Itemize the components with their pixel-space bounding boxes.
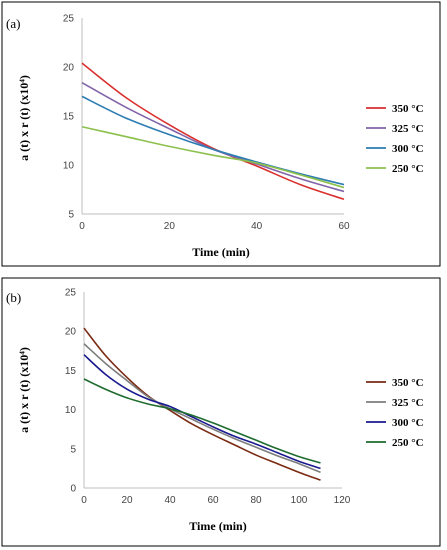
panel-a-x-tick-label: 20 bbox=[164, 221, 176, 232]
panel-a-series-line-350 bbox=[81, 62, 345, 201]
panel-b-series-line-350 bbox=[83, 327, 321, 481]
panel-b-x-axis-title: Time (min) bbox=[189, 519, 246, 533]
panel-b-y-tick-label: 25 bbox=[65, 288, 77, 299]
panel-a-label: (a) bbox=[6, 16, 20, 31]
panel-a-series-line-250 bbox=[81, 125, 345, 189]
panel-a-plot-area: 5 10 15 20 25 0 20 40 60 bbox=[63, 14, 350, 233]
panel-b-x-tick-label: 40 bbox=[164, 495, 176, 506]
panel-b-legend-label-325: 325 °C bbox=[392, 397, 424, 409]
panel-a-series-line-300 bbox=[81, 95, 345, 186]
panel-b-series-line-325 bbox=[83, 343, 321, 474]
chart-panel-b: (b) a (t) x r (t) (x10⁴) Time (min) 0 5 10… bbox=[1, 277, 441, 547]
panel-b-legend-label-250: 250 °C bbox=[392, 437, 424, 449]
panel-b-y-tick-label: 10 bbox=[65, 405, 77, 416]
panel-a-x-tick-label: 0 bbox=[79, 221, 85, 232]
panel-b-x-tick-label: 80 bbox=[250, 495, 262, 506]
panel-a-y-tick-label: 15 bbox=[63, 112, 75, 123]
panel-a-legend-label-250: 250 °C bbox=[392, 163, 424, 175]
panel-b-y-axis-title: a (t) x r (t) (x10⁴) bbox=[17, 347, 31, 433]
chart-panel-a: (a) a (t) x r (t) (x10⁴) Time (min) 5 10 1… bbox=[1, 1, 441, 267]
panel-b-series-line-300 bbox=[83, 354, 321, 470]
panel-b-x-tick-label: 100 bbox=[291, 495, 308, 506]
panel-a-frame bbox=[1, 1, 441, 267]
panel-b-x-tick-label: 120 bbox=[334, 495, 351, 506]
panel-b-series-line-250 bbox=[83, 378, 321, 464]
panel-a-y-tick-label: 10 bbox=[63, 161, 75, 172]
panel-a-legend: 350 °C 325 °C 300 °C 250 °C bbox=[366, 103, 424, 175]
panel-b-legend: 350 °C 325 °C 300 °C 250 °C bbox=[366, 377, 424, 449]
panel-a-y-tick-label: 20 bbox=[63, 63, 75, 74]
panel-b-plot-area: 0 5 10 15 20 25 0 20 40 60 80 100 120 bbox=[65, 288, 351, 507]
panel-b-x-tick-label: 0 bbox=[81, 495, 87, 506]
panel-b-y-tick-label: 5 bbox=[70, 444, 76, 455]
panel-b-frame bbox=[1, 277, 441, 547]
panel-b-legend-label-300: 300 °C bbox=[392, 417, 424, 429]
panel-a-y-axis-title: a (t) x r (t) (x10⁴) bbox=[17, 75, 31, 161]
panel-b-x-tick-label: 60 bbox=[207, 495, 219, 506]
panel-a-y-tick-label: 5 bbox=[68, 210, 74, 221]
panel-b-y-tick-label: 20 bbox=[65, 327, 77, 338]
panel-b-y-tick-label: 0 bbox=[70, 484, 76, 495]
panel-b-label: (b) bbox=[6, 290, 21, 305]
panel-a-legend-label-300: 300 °C bbox=[392, 143, 424, 155]
panel-a-x-tick-label: 40 bbox=[251, 221, 263, 232]
panel-a-legend-label-325: 325 °C bbox=[392, 123, 424, 135]
panel-a-x-tick-label: 60 bbox=[338, 221, 350, 232]
panel-a-x-axis-title: Time (min) bbox=[192, 245, 249, 259]
panel-a-y-tick-label: 25 bbox=[63, 14, 75, 25]
panel-a-legend-label-350: 350 °C bbox=[392, 103, 424, 115]
panel-b-x-tick-label: 20 bbox=[121, 495, 133, 506]
panel-b-legend-label-350: 350 °C bbox=[392, 377, 424, 389]
panel-b-y-tick-label: 15 bbox=[65, 366, 77, 377]
